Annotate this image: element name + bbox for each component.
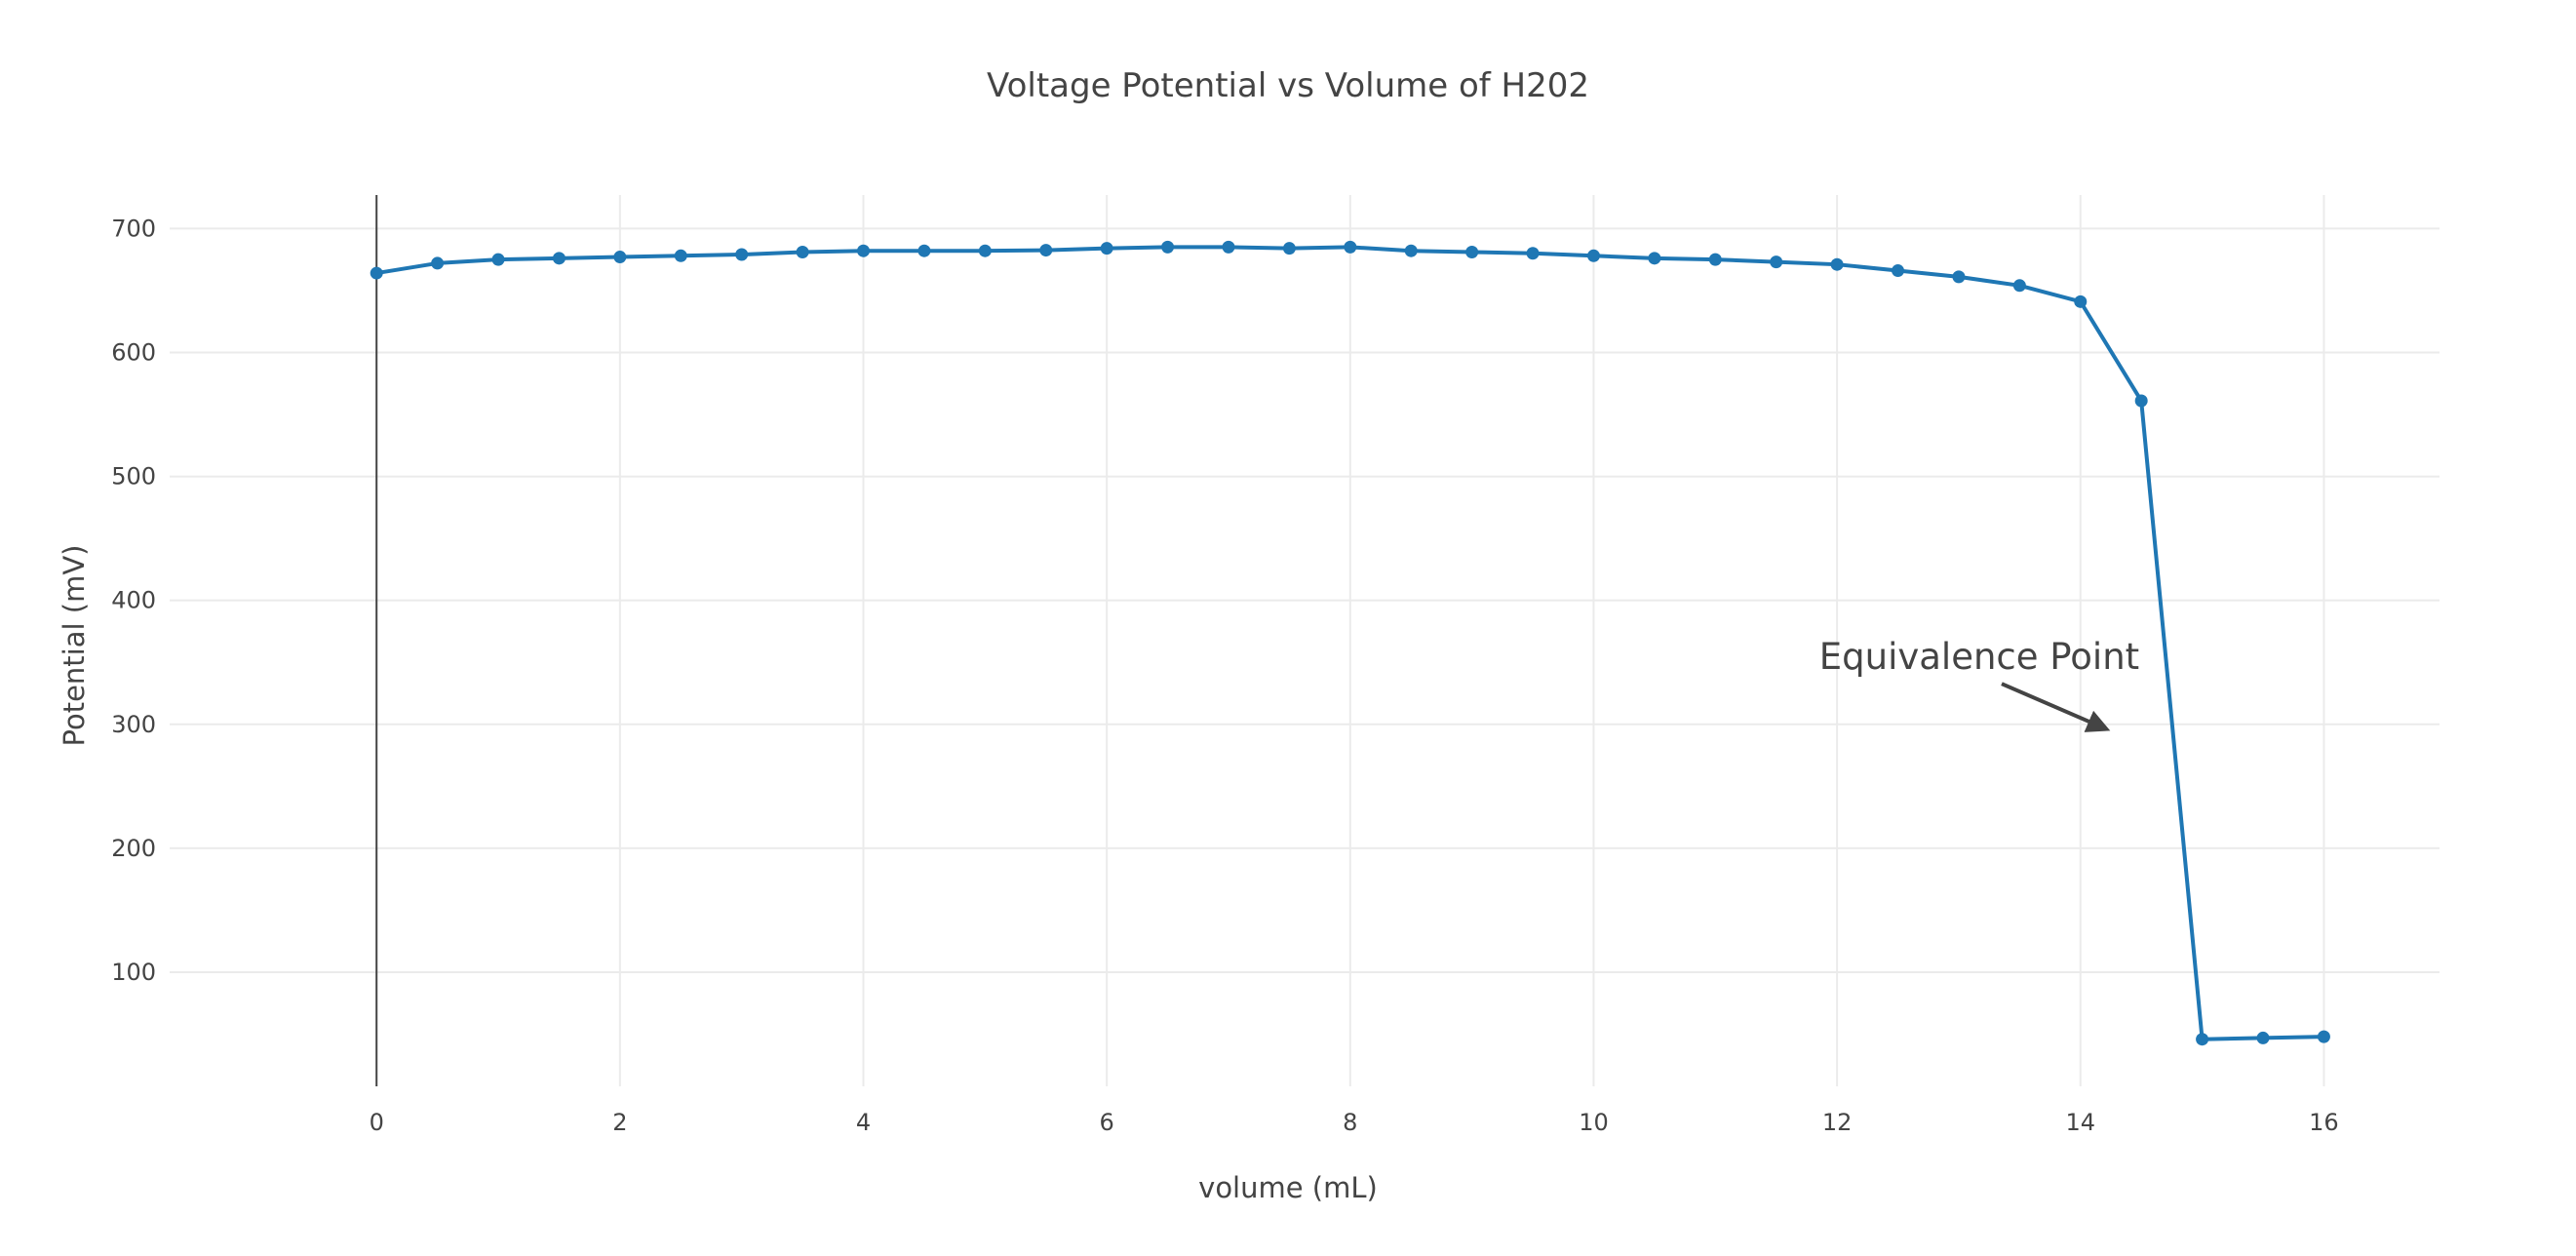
data-point: [1344, 240, 1357, 254]
data-point: [1708, 253, 1722, 266]
data-point: [431, 256, 445, 270]
x-tick-label: 6: [1100, 1109, 1114, 1136]
annotation-text: Equivalence Point: [1819, 636, 2139, 678]
x-tick-label: 4: [856, 1109, 871, 1136]
data-point: [1648, 252, 1661, 265]
x-tick-label: 0: [370, 1109, 384, 1136]
data-point: [2134, 394, 2148, 408]
data-point: [1952, 270, 1966, 284]
data-point: [674, 249, 687, 262]
data-point: [1161, 240, 1175, 254]
data-point: [2074, 294, 2088, 308]
y-tick-label: 100: [111, 959, 156, 986]
x-axis-title: volume (mL): [1198, 1171, 1378, 1204]
data-point: [735, 248, 749, 261]
y-tick-label: 600: [111, 338, 156, 366]
data-point: [2256, 1031, 2270, 1044]
data-point: [370, 266, 383, 280]
data-point: [1222, 240, 1235, 254]
data-point: [552, 252, 566, 265]
y-tick-label: 200: [111, 835, 156, 862]
data-point: [1039, 244, 1053, 257]
data-point: [613, 251, 627, 264]
series-layer: [370, 240, 2330, 1046]
y-tick-label: 700: [111, 215, 156, 242]
annotation-arrow: [2001, 682, 2111, 732]
annotation-layer: Equivalence Point: [1819, 636, 2139, 732]
y-tick-label: 400: [111, 587, 156, 614]
tick-labels: 0 2 4 6 8 10 12 14 16 100 200 300 400 500 600 700: [111, 215, 2339, 1136]
data-point: [1830, 257, 1844, 271]
data-point: [1282, 242, 1296, 255]
data-point: [1526, 247, 1540, 260]
data-point: [857, 244, 871, 257]
data-point: [917, 244, 931, 257]
data-point: [1586, 249, 1600, 262]
data-point: [491, 253, 505, 266]
data-point: [2012, 279, 2026, 293]
data-point: [978, 244, 992, 257]
x-tick-label: 10: [1579, 1109, 1609, 1136]
y-axis-title: Potential (mV): [58, 545, 91, 747]
data-point: [2196, 1033, 2209, 1046]
chart-title: Voltage Potential vs Volume of H202: [987, 66, 1589, 105]
data-point: [1404, 244, 1418, 257]
x-tick-label: 12: [1822, 1109, 1853, 1136]
data-point: [1465, 245, 1479, 258]
y-tick-label: 300: [111, 711, 156, 738]
data-point: [2317, 1030, 2330, 1043]
x-tick-label: 2: [612, 1109, 627, 1136]
y-tick-label: 500: [111, 463, 156, 491]
x-tick-label: 14: [2065, 1109, 2095, 1136]
data-point: [1892, 264, 1905, 278]
data-point: [796, 245, 809, 258]
x-tick-label: 8: [1343, 1109, 1357, 1136]
data-point: [1100, 242, 1113, 255]
grid-lines: [170, 195, 2439, 1086]
data-point: [1770, 255, 1783, 269]
x-tick-label: 16: [2309, 1109, 2339, 1136]
